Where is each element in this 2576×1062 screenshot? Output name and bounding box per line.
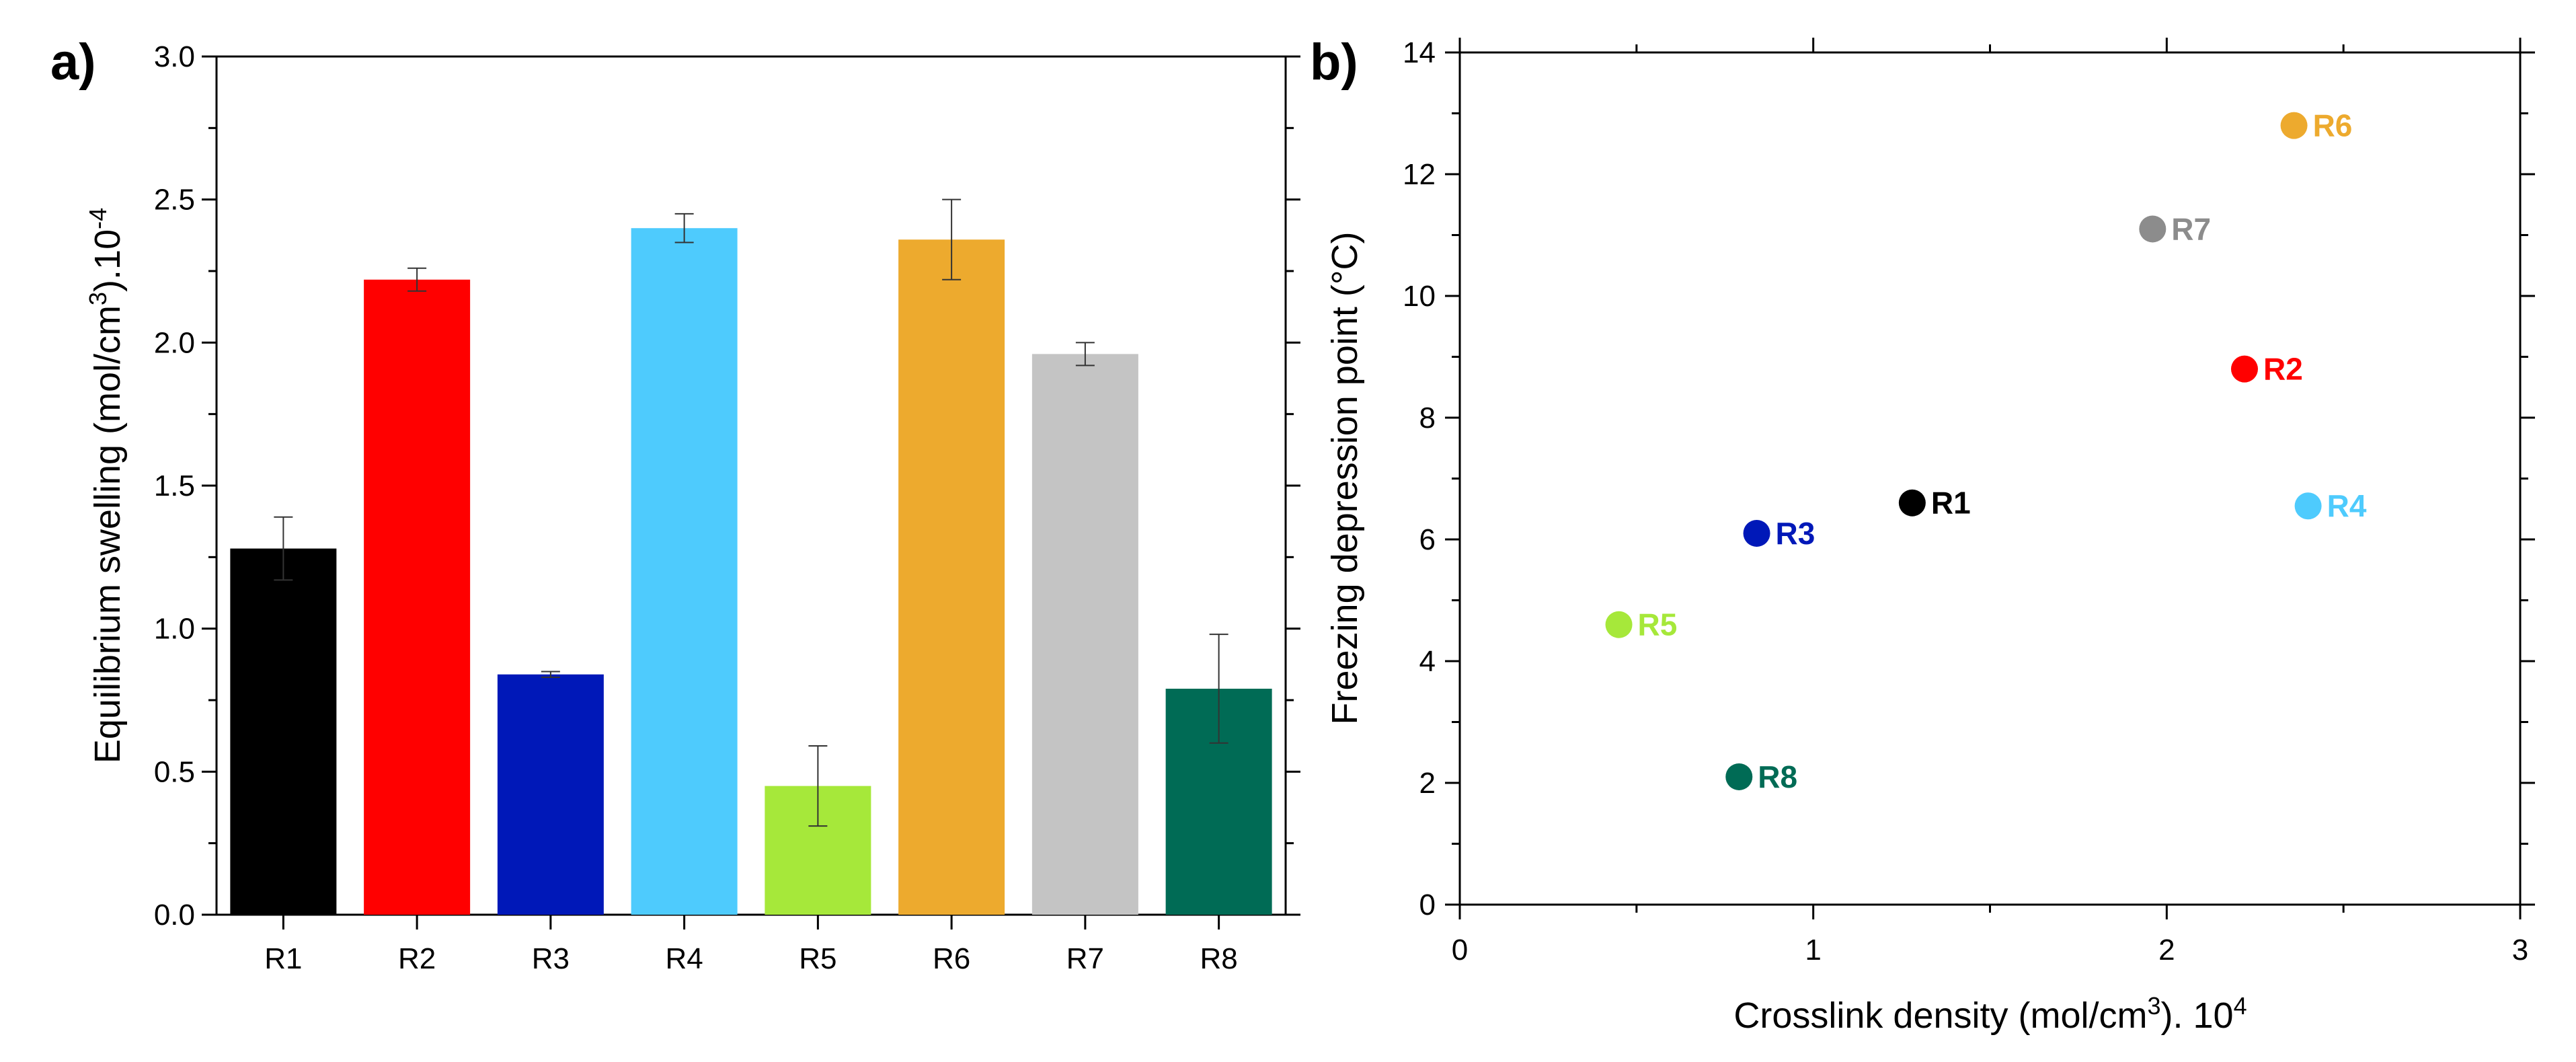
y-tick-label: 2.5 [154,184,195,217]
error-bar-r8 [1209,634,1228,744]
x-tick-label-r1: R1 [264,942,302,975]
x-tick-label-r8: R8 [1200,942,1238,975]
point-r8 [1725,763,1753,790]
bar-r3 [497,674,604,915]
panel-a-x-axis: R1 R2 R3 R4 R5 R6 R7 R8 [264,915,1238,975]
panel-b-x-axis-title: Crosslink density (mol/cm3). 104 [1733,992,2247,1036]
error-bar-r1 [274,516,293,581]
error-bar-r3 [541,671,560,678]
y-tick-label: 1.0 [154,613,195,646]
x-tick-label: 2 [2158,934,2175,966]
error-bar-r6 [942,198,962,280]
error-bar-r4 [674,213,694,243]
panel-b-y-axis-title: Freezing depression point (°C) [1325,232,1365,725]
panel-b-frame [1458,51,2522,906]
point-label-r3: R3 [1776,516,1816,551]
y-tick-label: 3.0 [154,40,195,73]
panel-b-y-axis: 0 2 4 6 8 10 12 14 [1403,36,2535,921]
x-tick-label-r7: R7 [1066,942,1104,975]
x-tick-label-r4: R4 [666,942,703,975]
y-tick-label: 0.5 [154,755,195,788]
panel-b-label: b) [1310,34,1358,91]
panel-a-y-axis-title: Equilibrium swelling (mol/cm3).10-4 [84,208,128,763]
point-label-r6: R6 [2313,108,2353,143]
panel-b-points: R1 R2 R3 R4 R5 R6 R7 R8 [1605,108,2367,794]
panel-a-y-axis: 0.0 0.5 1.0 1.5 2.0 2.5 3.0 [154,40,1300,932]
x-tick-label-r2: R2 [398,942,436,975]
point-r1 [1898,489,1926,517]
panel-a-bar-chart: a) 0.00.51.01.52.02.53.0 R1 R2 R3 R4 R5 R6 R7 R… [50,34,1300,975]
x-tick-label: 3 [2512,934,2528,966]
point-r3 [1743,519,1770,547]
point-r4 [2294,492,2322,520]
panel-a-bars [230,198,1272,915]
bar-r2 [364,279,471,915]
error-bar-r5 [808,745,828,827]
point-label-r4: R4 [2327,488,2367,523]
point-r5 [1605,611,1633,638]
y-tick-label: 0.0 [154,899,195,932]
x-tick-label-r5: R5 [799,942,836,975]
y-tick-label: 8 [1419,402,1436,434]
point-r6 [2280,112,2308,139]
y-tick-label: 2.0 [154,326,195,359]
y-tick-label: 4 [1419,645,1436,678]
point-r2 [2230,355,2258,383]
y-tick-label: 6 [1419,523,1436,556]
point-label-r7: R7 [2171,211,2211,246]
x-tick-label-r3: R3 [532,942,570,975]
bar-r1 [230,548,337,915]
x-tick-label: 0 [1452,934,1468,966]
point-label-r2: R2 [2263,352,2303,387]
y-tick-label: 14 [1403,36,1436,69]
bar-r6 [898,239,1005,915]
error-bar-r2 [407,267,427,292]
panel-a-label: a) [50,34,96,91]
y-tick-label: 2 [1419,767,1436,800]
panel-b-x-axis: 0 1 2 3 [1452,38,2528,966]
bar-r4 [631,228,738,915]
point-label-r5: R5 [1638,607,1678,642]
point-label-r1: R1 [1931,486,1971,521]
y-tick-label: 10 [1403,280,1436,313]
y-tick-label: 1.5 [154,469,195,502]
x-tick-label: 1 [1805,934,1821,966]
error-bar-r7 [1075,342,1095,367]
point-label-r8: R8 [1758,759,1797,794]
x-tick-label-r6: R6 [933,942,970,975]
y-tick-label: 12 [1403,158,1436,191]
y-tick-label: 0 [1419,888,1436,921]
point-r7 [2139,215,2167,243]
bar-r7 [1031,354,1138,915]
